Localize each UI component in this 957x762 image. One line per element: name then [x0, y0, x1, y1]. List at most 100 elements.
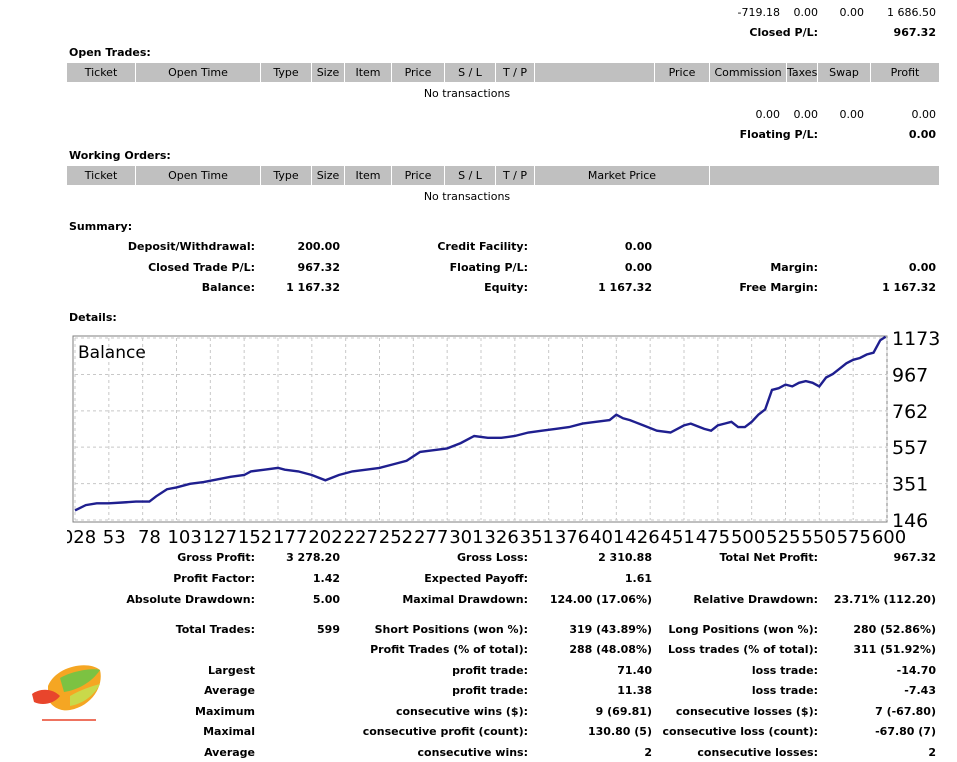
closed-pl-label: Closed P/L: [749, 26, 818, 39]
loss-trades-label: Loss trades (% of total): [667, 643, 818, 656]
avg-cons-losses-label: consecutive losses: [697, 746, 818, 759]
col-commission: Commission [714, 66, 782, 79]
margin-value: 0.00 [908, 261, 936, 274]
x-tick-label: 376 [555, 527, 589, 544]
net-profit-label: Total Net Profit: [719, 551, 819, 564]
top-taxes: 0.00 [793, 6, 819, 19]
open-total-taxes: 0.00 [793, 108, 819, 121]
margin-label: Margin: [770, 261, 818, 274]
largest-loss-label: loss trade: [751, 664, 818, 677]
rel-drawdown-label: Relative Drawdown: [693, 593, 818, 606]
col-profit: Profit [890, 66, 920, 79]
x-tick-label: 451 [661, 527, 695, 544]
profit-factor-label: Profit Factor: [173, 572, 255, 585]
maximum-label: Maximum [195, 705, 255, 718]
open-total-swap: 0.00 [839, 108, 865, 121]
open-total-commission: 0.00 [755, 108, 781, 121]
col-ticket: Ticket [84, 66, 118, 79]
expected-payoff-value: 1.61 [624, 572, 652, 585]
x-tick-label: 500 [731, 527, 765, 544]
y-tick-labels: 1173 967 762 557 351 146 [892, 330, 939, 532]
short-positions-value: 319 (43.89%) [569, 623, 652, 636]
avg-cons-losses-value: 2 [928, 746, 936, 759]
x-tick-label: 426 [625, 527, 659, 544]
wcol-market-price: Market Price [587, 169, 657, 182]
balance-label: Balance: [201, 281, 255, 294]
max-cons-wins-label: consecutive wins ($): [395, 705, 528, 718]
loss-trades-value: 311 (51.92%) [853, 643, 936, 656]
avg-cons-wins-label: consecutive wins: [417, 746, 528, 759]
col-type: Type [273, 66, 299, 79]
gross-loss-label: Gross Loss: [457, 551, 528, 564]
profit-factor-value: 1.42 [312, 572, 340, 585]
x-tick-label: 53 [103, 527, 126, 544]
x-tick-label: 575 [837, 527, 871, 544]
wcol-tp: T / P [502, 169, 528, 182]
x-tick-label: 401 [590, 527, 624, 544]
short-positions-label: Short Positions (won %): [374, 623, 528, 636]
maximal-label: Maximal [203, 725, 255, 738]
expected-payoff-label: Expected Payoff: [424, 572, 528, 585]
max-drawdown-label: Maximal Drawdown: [402, 593, 528, 606]
y-tick-label: 762 [892, 401, 928, 423]
average-profit-label: profit trade: [452, 684, 528, 697]
average2-label: Average [204, 746, 255, 759]
x-tick-label: 202 [308, 527, 342, 544]
top-profit: 1 686.50 [887, 6, 936, 19]
avg-cons-wins-value: 2 [644, 746, 652, 759]
equity-value: 1 167.32 [598, 281, 652, 294]
x-tick-label: 475 [696, 527, 730, 544]
open-trades-header: Ticket Open Time Type Size Item Price S … [67, 63, 939, 82]
y-tick-label: 967 [892, 365, 928, 387]
closed-trade-label: Closed Trade P/L: [148, 261, 255, 274]
gross-profit-value: 3 278.20 [286, 551, 340, 564]
deposit-value: 200.00 [297, 240, 340, 253]
x-tick-label: 525 [766, 527, 800, 544]
rel-drawdown-value: 23.71% (112.20) [833, 593, 936, 606]
y-tick-label: 1173 [892, 330, 939, 350]
balance-chart: Balance 1173 967 762 557 351 146 028 53 78 103 12… [67, 330, 939, 544]
profit-trades-label: Profit Trades (% of total): [370, 643, 528, 656]
top-commission: -719.18 [737, 6, 780, 19]
floating-pl-value: 0.00 [908, 128, 936, 141]
col-tp: T / P [502, 66, 528, 79]
long-positions-value: 280 (52.86%) [853, 623, 936, 636]
closed-pl-value: 967.32 [893, 26, 936, 39]
x-tick-label: 301 [449, 527, 483, 544]
maximal-loss-label: consecutive loss (count): [662, 725, 818, 738]
largest-profit-value: 71.40 [617, 664, 652, 677]
gross-loss-value: 2 310.88 [598, 551, 652, 564]
maximal-profit-label: consecutive profit (count): [362, 725, 528, 738]
x-tick-label: 177 [273, 527, 307, 544]
wcol-type: Type [273, 169, 299, 182]
largest-loss-value: -14.70 [896, 664, 936, 677]
abs-drawdown-label: Absolute Drawdown: [126, 593, 255, 606]
equity-label: Equity: [484, 281, 528, 294]
wcol-sl: S / L [458, 169, 482, 182]
gross-profit-label: Gross Profit: [177, 551, 255, 564]
plot-frame [72, 335, 888, 523]
summary-floating-label: Floating P/L: [449, 261, 528, 274]
col-item: Item [355, 66, 381, 79]
wcol-item: Item [355, 169, 381, 182]
x-tick-label: 326 [484, 527, 518, 544]
largest-label: Largest [208, 664, 255, 677]
x-tick-label: 127 [203, 527, 237, 544]
wcol-open-time: Open Time [168, 169, 228, 182]
col-open-time: Open Time [168, 66, 228, 79]
average-label: Average [204, 684, 255, 697]
free-margin-value: 1 167.32 [882, 281, 936, 294]
col-price: Price [404, 66, 432, 79]
x-tick-label: 103 [167, 527, 201, 544]
balance-line [74, 335, 887, 512]
open-total-profit: 0.00 [911, 108, 937, 121]
floating-pl-label: Floating P/L: [739, 128, 818, 141]
x-tick-label: 028 [67, 527, 96, 544]
col-swap: Swap [829, 66, 859, 79]
summary-floating-value: 0.00 [624, 261, 652, 274]
deposit-label: Deposit/Withdrawal: [127, 240, 255, 253]
working-orders-empty: No transactions [423, 190, 511, 203]
credit-value: 0.00 [624, 240, 652, 253]
average-profit-value: 11.38 [617, 684, 652, 697]
max-cons-losses-value: 7 (-67.80) [875, 705, 936, 718]
